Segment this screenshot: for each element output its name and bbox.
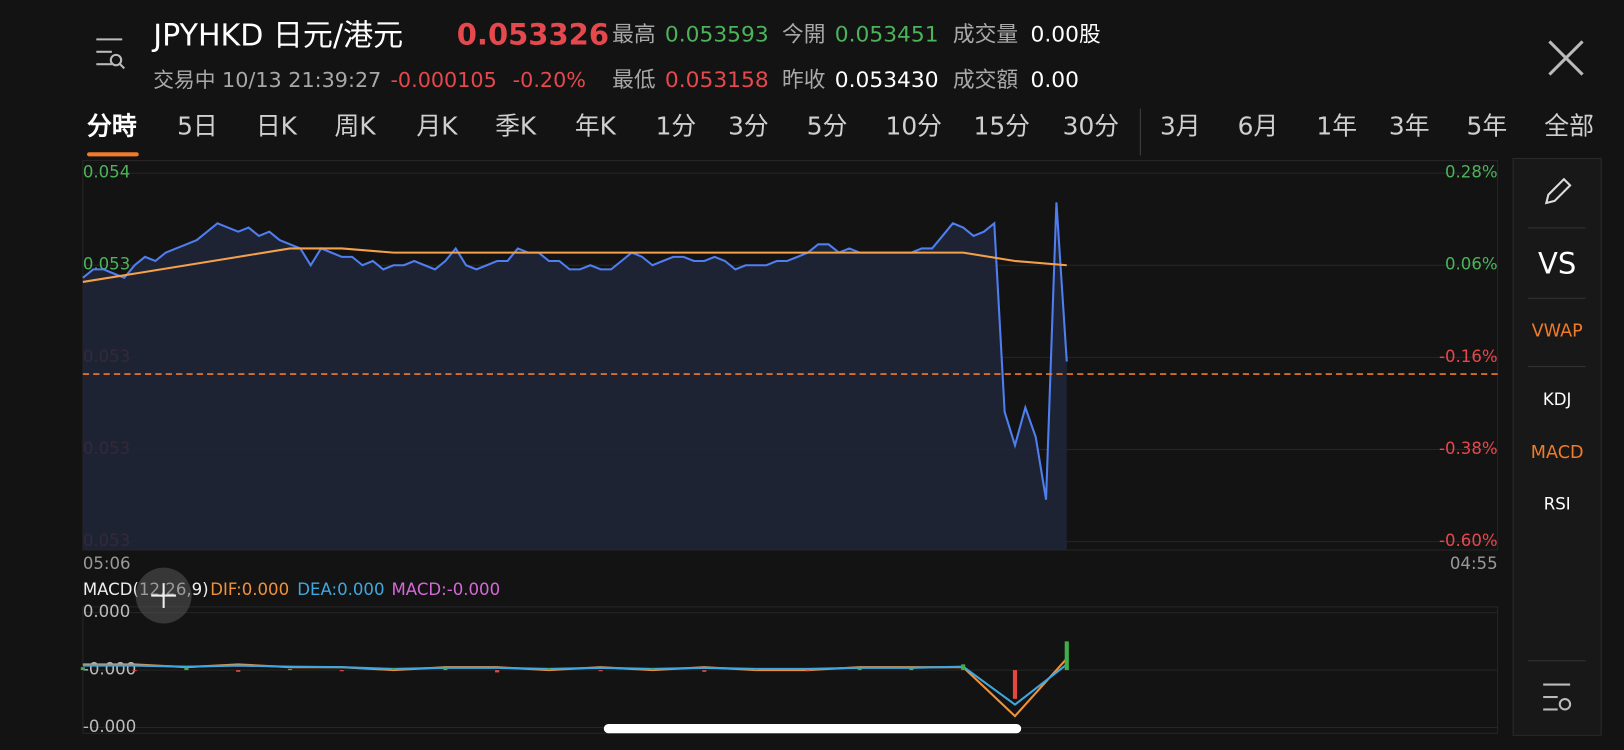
x-tick-label: 05:06	[83, 554, 131, 573]
macd-bar	[650, 668, 655, 671]
side-button[interactable]: RSI	[1543, 494, 1571, 514]
y-tick-label: 0.000	[83, 602, 130, 621]
macd-bar	[495, 670, 500, 673]
side-button[interactable]: VS	[1538, 246, 1577, 281]
high: 0.053593	[664, 21, 769, 47]
macd-bar	[1012, 670, 1018, 699]
y-tick-label: -0.38%	[1439, 439, 1498, 458]
y-tick-label: 0.06%	[1445, 255, 1498, 274]
macd-bar	[287, 668, 293, 671]
tab[interactable]: 全部	[1544, 111, 1594, 141]
tab[interactable]: 1年	[1316, 111, 1358, 141]
open-label: 今開	[781, 21, 826, 47]
macd-bar	[443, 668, 448, 671]
legend-entry: DEA:0.000	[297, 580, 384, 599]
macd-bar	[805, 670, 810, 672]
macd-plot: MACD(12,26,9)DIF:0.000DEA:0.000MACD:-0.0…	[80, 580, 1499, 736]
tab[interactable]: 3月	[1159, 111, 1201, 141]
tab[interactable]: 分時	[86, 111, 137, 141]
y-tick-label: -0.000	[83, 717, 136, 736]
turnover-label: 成交額	[952, 67, 1019, 93]
volume-label: 成交量	[952, 21, 1019, 47]
pencil-icon[interactable]	[1544, 177, 1572, 205]
close-button[interactable]	[1548, 40, 1584, 76]
prev-close: 0.053430	[834, 67, 939, 93]
macd-bar	[80, 667, 85, 671]
legend-entry: MACD:-0.000	[391, 580, 500, 599]
x-tick-label: 04:55	[1450, 554, 1498, 573]
y-price-label: 0.054	[83, 163, 130, 182]
side-panel	[1512, 157, 1602, 736]
turnover: 0.00	[1030, 67, 1079, 93]
tab[interactable]: 3分	[728, 111, 769, 141]
tab[interactable]: 5分	[806, 111, 848, 141]
macd-bar	[909, 668, 914, 671]
high-label: 最高	[612, 21, 656, 47]
tab[interactable]: 1分	[655, 111, 697, 141]
macd-bar	[857, 668, 862, 671]
tab[interactable]: 月K	[416, 111, 458, 141]
y-tick-label: -0.16%	[1439, 347, 1498, 366]
tab[interactable]: 季K	[495, 111, 537, 141]
y-tick-label: -0.000	[83, 660, 136, 679]
symbol: JPYHKD 日元/港元	[153, 17, 404, 53]
y-tick-label: 0.28%	[1445, 163, 1498, 182]
tab[interactable]: 30分	[1062, 111, 1120, 141]
low-label: 最低	[612, 67, 656, 93]
low: 0.053158	[664, 67, 769, 93]
tab[interactable]: 10分	[885, 111, 943, 141]
tab[interactable]: 年K	[574, 111, 616, 141]
price: 0.053326	[456, 17, 610, 52]
menu-icon[interactable]	[96, 38, 126, 70]
legend-entry: DIF:0.000	[210, 580, 289, 599]
side-button[interactable]: VWAP	[1531, 320, 1583, 342]
side-separators	[1527, 227, 1586, 662]
volume: 0.00股	[1030, 21, 1101, 47]
macd-bar	[339, 670, 344, 672]
settings-icon[interactable]	[1543, 683, 1572, 711]
tab[interactable]: 日K	[255, 111, 297, 141]
macd-bar	[1064, 641, 1069, 671]
macd-line	[82, 663, 1068, 706]
macd-bar	[132, 670, 137, 672]
crosshair-icon	[151, 583, 177, 608]
tab[interactable]: 6月	[1237, 111, 1279, 141]
tab-underline	[86, 152, 139, 157]
macd-bar	[702, 670, 707, 672]
vwap-line	[82, 247, 1067, 283]
home-indicator	[603, 723, 1022, 734]
change-pct: -0.20%	[512, 67, 586, 93]
macd-bar	[961, 664, 966, 671]
tab[interactable]: 3年	[1388, 111, 1430, 141]
macd-bar	[236, 670, 241, 672]
status: 交易中 10/13 21:39:27	[153, 67, 382, 93]
macd-bar	[184, 667, 189, 671]
macd-bar	[391, 668, 396, 671]
tab[interactable]: 周K	[334, 111, 376, 141]
prev-close-label: 昨收	[781, 67, 826, 93]
macd-bar	[598, 670, 603, 672]
tab[interactable]: 15分	[973, 111, 1031, 141]
change: -0.000105	[390, 67, 497, 93]
y-tick-label: -0.60%	[1439, 531, 1498, 550]
macd-bar	[546, 668, 551, 671]
side-button[interactable]: MACD	[1530, 441, 1584, 463]
price-plot: 0.28%0.0540.06%0.053-0.16%0.053-0.38%0.0…	[82, 160, 1499, 573]
tab[interactable]: 5年	[1466, 111, 1508, 141]
tab[interactable]: 5日	[177, 111, 218, 141]
open: 0.053451	[834, 21, 939, 47]
price-area	[82, 202, 1067, 550]
macd-bar	[753, 668, 759, 671]
side-button[interactable]: KDJ	[1542, 389, 1572, 410]
